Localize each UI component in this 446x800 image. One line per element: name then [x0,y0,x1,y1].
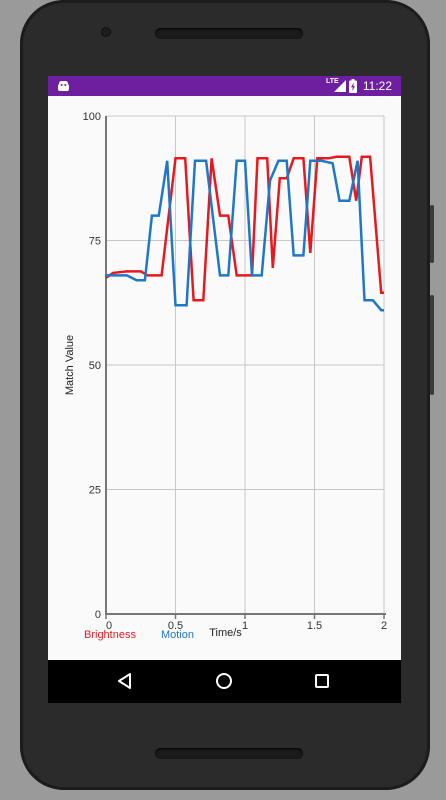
y-tick-label: 100 [83,111,101,123]
y-tick-label: 25 [89,485,101,497]
x-axis-title: Time/s [209,627,242,639]
power-button[interactable] [430,205,434,263]
x-tick-label: 2 [381,620,387,632]
home-icon[interactable] [209,666,239,696]
x-tick-label: 1 [242,620,248,632]
navigation-bar [48,660,401,703]
status-time: 11:22 [362,79,392,93]
match-value-line-chart: 0 25 50 75 100 0 0.5 1 1.5 2 Match Value Brightness… [64,111,387,641]
front-camera [101,27,111,37]
chart-series [105,155,384,312]
volume-rocker[interactable] [430,295,434,395]
status-bar: LTE 11:22 [48,76,401,96]
chart-grid [106,115,385,615]
x-tick-label: 0 [106,620,112,632]
chart-axes [105,116,386,619]
recents-icon[interactable] [307,666,337,696]
chart-labels: 0 25 50 75 100 0 0.5 1 1.5 2 Match Value Brightness… [64,111,387,641]
android-debug-icon [58,81,69,91]
y-tick-label: 50 [89,360,101,372]
bottom-speaker [155,748,303,759]
series-line-brightness [105,155,384,302]
device-screen: LTE 11:22 0 25 50 75 100 0 0.5 1 1.5 2 Match Value… [48,76,401,703]
back-icon[interactable] [110,666,140,696]
legend-label-brightness: Brightness [84,629,136,641]
y-tick-label: 0 [95,609,101,621]
x-tick-label: 0.5 [168,620,183,632]
x-tick-label: 1.5 [307,620,322,632]
y-tick-label: 75 [89,236,101,248]
battery-icon [349,79,357,93]
y-axis-title: Match Value [64,335,76,395]
network-type-label: LTE [326,78,339,85]
top-speaker [155,28,303,39]
legend-label-motion: Motion [161,629,194,641]
signal-icon [334,80,346,92]
series-line-motion [106,159,384,312]
